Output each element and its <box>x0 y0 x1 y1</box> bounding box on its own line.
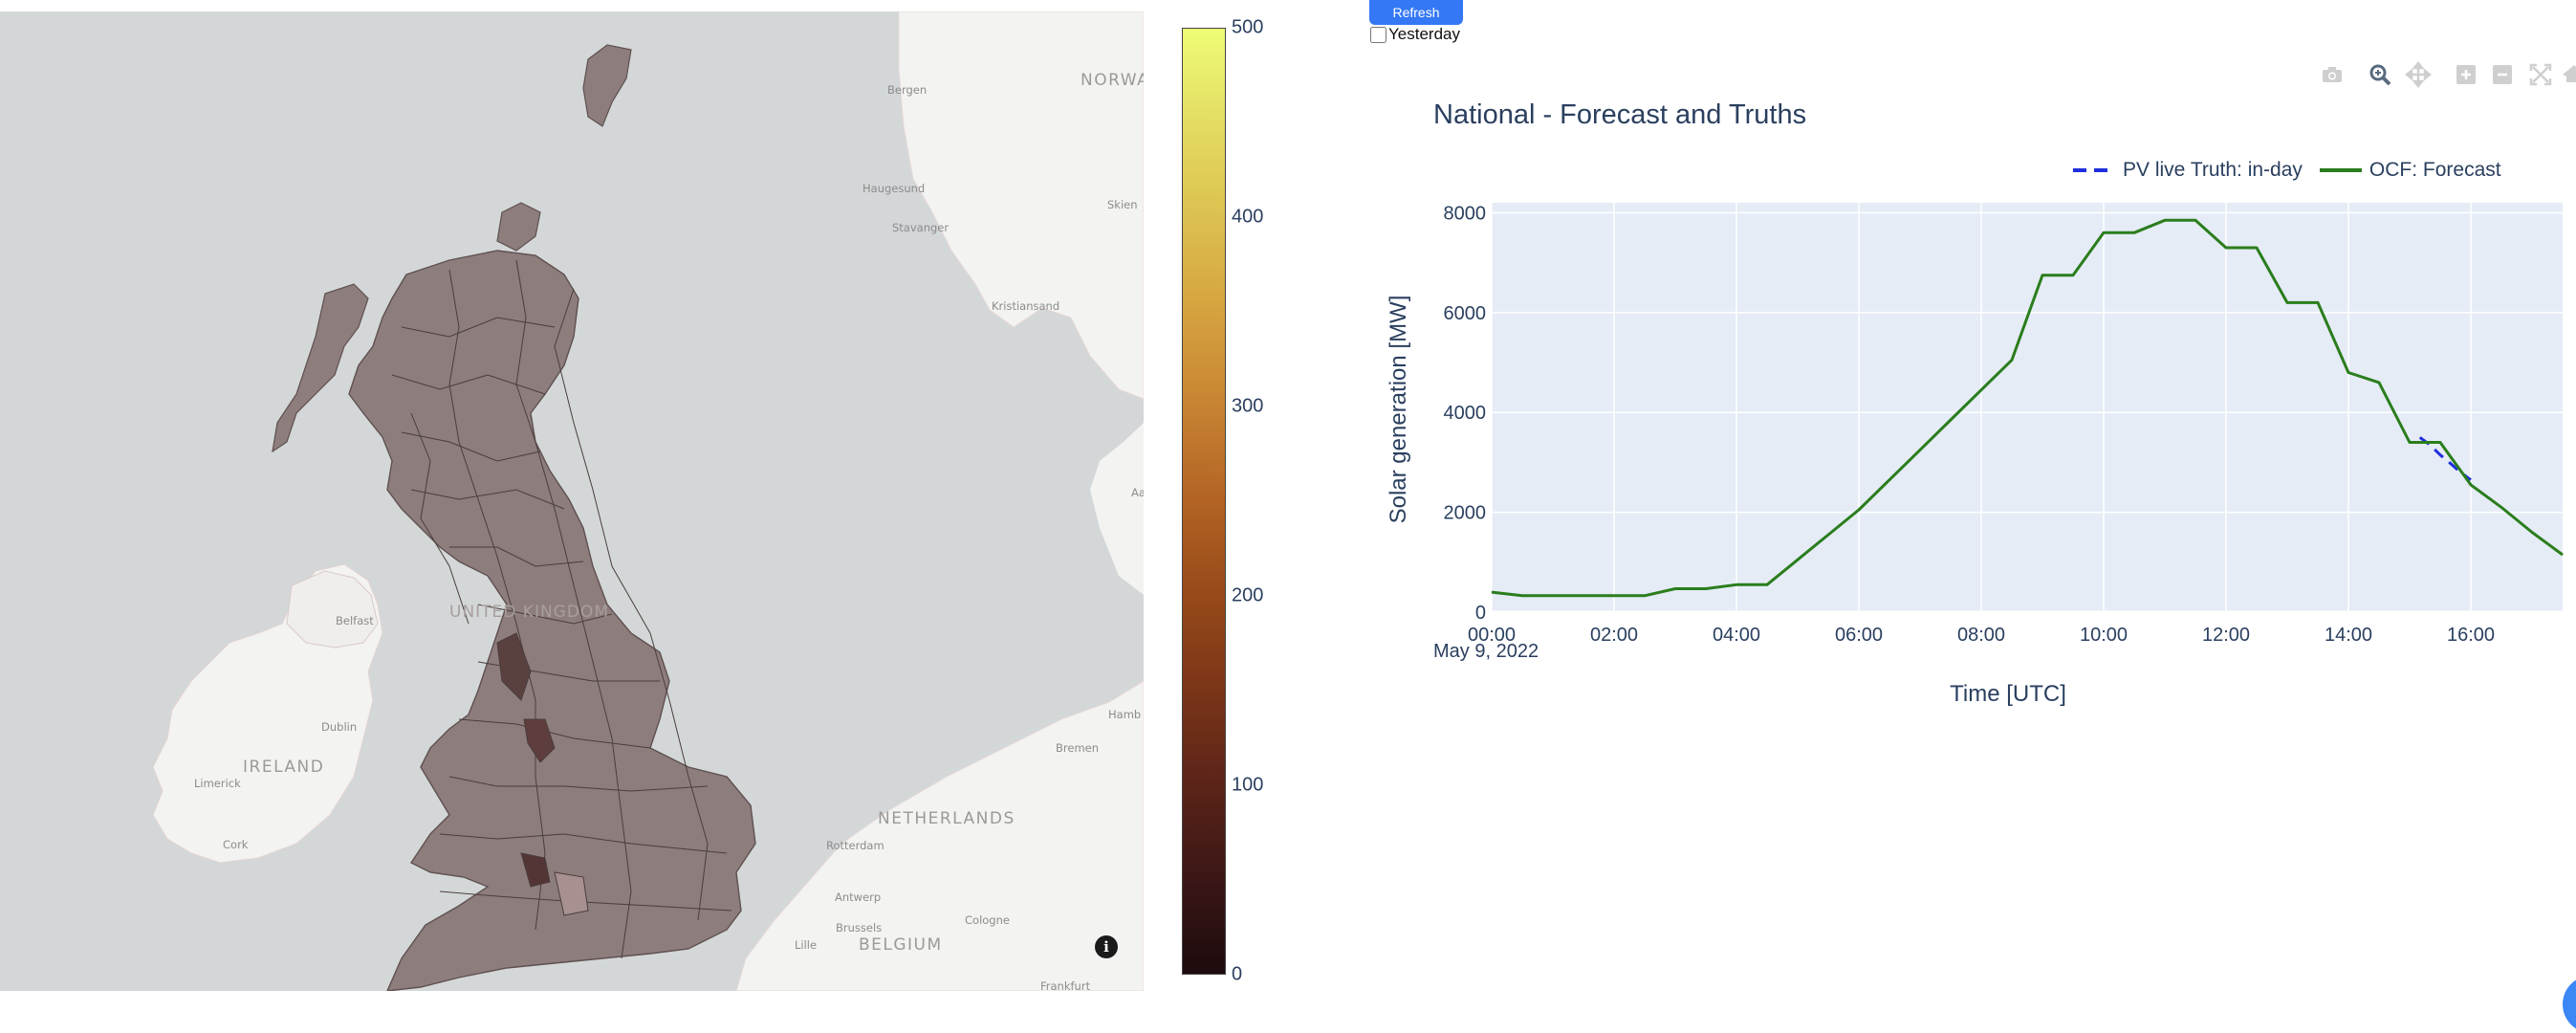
x-axis-label: Time [UTC] <box>1950 681 2066 708</box>
colorbar-tick-200: 200 <box>1232 585 1263 607</box>
plot-background <box>1492 203 2563 612</box>
refresh-button[interactable]: Refresh <box>1369 0 1463 25</box>
map-label-cork: Cork <box>223 838 248 851</box>
map-label-antwerp: Antwerp <box>835 890 881 904</box>
map-label-belfast: Belfast <box>336 614 374 627</box>
x-axis-date-label: May 9, 2022 <box>1433 641 1539 663</box>
map-label-stavanger: Stavanger <box>892 221 949 234</box>
legend-item-ocf-forecast[interactable]: OCF: Forecast <box>2320 159 2501 182</box>
map-label-rotterdam: Rotterdam <box>826 839 884 852</box>
home-icon[interactable] <box>2561 61 2576 88</box>
map-label-aa: Aa <box>1131 486 1144 499</box>
x-tick-label: 10:00 <box>2080 625 2128 641</box>
y-tick-label: 6000 <box>1444 303 1487 324</box>
zoom-icon[interactable] <box>2367 61 2393 88</box>
x-tick-label: 16:00 <box>2447 625 2495 641</box>
x-tick-label: 06:00 <box>1835 625 1883 641</box>
map-label-kristiansand: Kristiansand <box>992 299 1059 313</box>
x-tick-label: 12:00 <box>2202 625 2250 641</box>
x-tick-label: 14:00 <box>2325 625 2372 641</box>
colorbar-tick-0: 0 <box>1232 964 1242 986</box>
legend-item-pv-live[interactable]: PV live Truth: in-day <box>2073 159 2303 182</box>
y-tick-label: 8000 <box>1444 203 1487 224</box>
map-label-belgium: BELGIUM <box>859 935 943 955</box>
map-label-brussels: Brussels <box>836 921 882 934</box>
map-label-bergen: Bergen <box>887 83 927 97</box>
zoom-out-icon[interactable] <box>2489 61 2516 88</box>
pan-icon[interactable] <box>2405 61 2432 88</box>
colorbar-tick-100: 100 <box>1232 775 1263 797</box>
map-label-limerick: Limerick <box>194 777 241 790</box>
map-label-bremen: Bremen <box>1056 741 1099 755</box>
chart-title: National - Forecast and Truths <box>1433 99 1806 131</box>
choropleth-map[interactable] <box>0 11 1144 991</box>
map-label-skien: Skien <box>1107 198 1138 211</box>
x-tick-label: 04:00 <box>1713 625 1760 641</box>
map-label-cologne: Cologne <box>965 913 1010 927</box>
denmark-land <box>1090 423 1144 595</box>
zoom-in-icon[interactable] <box>2453 61 2479 88</box>
y-axis-label: Solar generation [MW] <box>1386 296 1412 524</box>
map-label-netherlands: NETHERLANDS <box>878 809 1015 828</box>
shetland <box>583 45 631 126</box>
yesterday-toggle[interactable]: Yesterday <box>1370 25 1460 44</box>
legend-label-pv-live: PV live Truth: in-day <box>2123 159 2303 182</box>
y-tick-label: 4000 <box>1444 403 1487 424</box>
x-tick-label: 08:00 <box>1957 625 2005 641</box>
map-label-dublin: Dublin <box>321 720 357 734</box>
map-label-lille: Lille <box>795 938 817 952</box>
hebrides <box>273 284 368 451</box>
colorbar-tick-300: 300 <box>1232 396 1263 418</box>
orkney <box>497 203 540 251</box>
x-tick-label: 00:00 <box>1468 625 1516 641</box>
map-label-haugesund: Haugesund <box>862 182 925 195</box>
colorbar-tick-500: 500 <box>1232 17 1263 39</box>
legend-swatch-solid <box>2320 167 2362 173</box>
x-tick-label: 02:00 <box>1590 625 1638 641</box>
legend-swatch-dashed <box>2073 167 2115 173</box>
colorbar-tick-400: 400 <box>1232 207 1263 229</box>
map-label-norway: NORWA <box>1081 71 1144 90</box>
map-label-ireland: IRELAND <box>243 758 324 777</box>
map-label-frankfurt: Frankfurt <box>1040 979 1090 991</box>
autoscale-icon[interactable] <box>2527 61 2554 88</box>
colorbar <box>1182 28 1226 975</box>
legend-label-ocf-forecast: OCF: Forecast <box>2369 159 2501 182</box>
floating-action-button[interactable] <box>2563 976 2576 1033</box>
map-label-united-kingdom: UNITED KINGDOM <box>449 603 609 622</box>
chart-legend: PV live Truth: in-day OCF: Forecast <box>2073 159 2519 182</box>
y-tick-label: 2000 <box>1444 503 1487 524</box>
map-label-hamburg: Hamb <box>1108 708 1141 721</box>
camera-icon[interactable] <box>2319 61 2346 88</box>
map-panel[interactable]: NORWA Bergen Haugesund Stavanger Skien K… <box>0 11 1144 991</box>
y-tick-label: 0 <box>1475 603 1486 624</box>
yesterday-label: Yesterday <box>1388 25 1460 44</box>
info-icon[interactable]: i <box>1095 935 1118 958</box>
yesterday-checkbox[interactable] <box>1370 27 1386 43</box>
solar-generation-chart[interactable]: 0 2000 4000 6000 8000 00:00 02:00 04:00 06:00 08:… <box>1377 191 2572 641</box>
